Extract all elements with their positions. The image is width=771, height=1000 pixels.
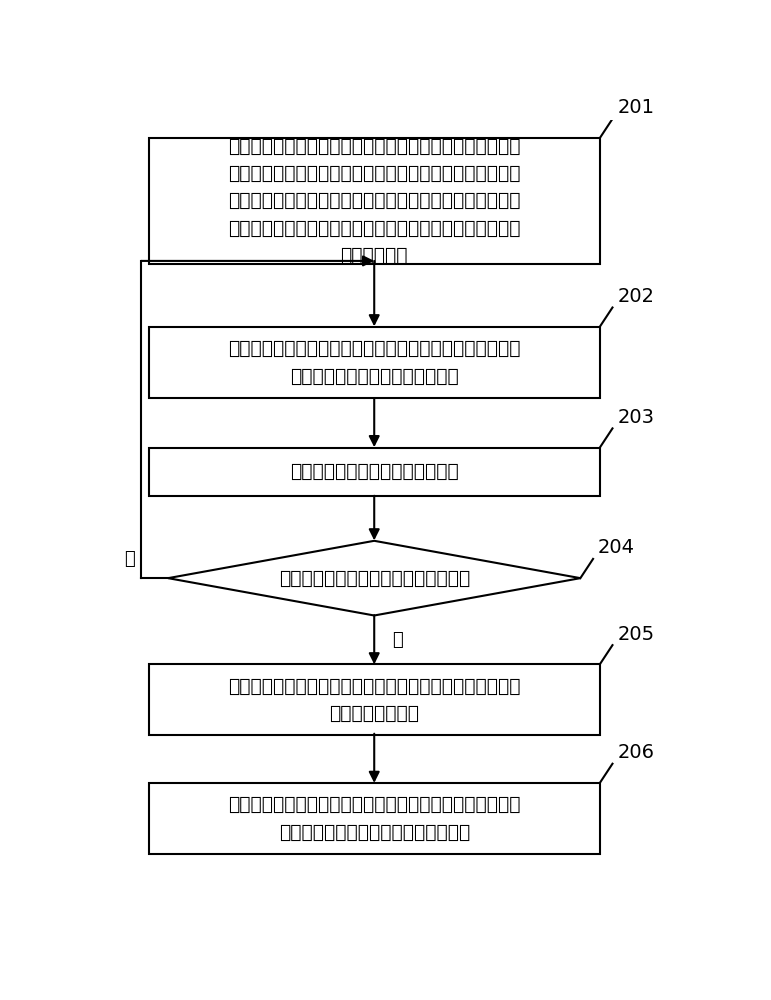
- Polygon shape: [168, 541, 581, 615]
- Text: 验证待验证的成语与目标成语是否相同: 验证待验证的成语与目标成语是否相同: [278, 569, 470, 588]
- Text: 206: 206: [618, 743, 655, 762]
- Text: 201: 201: [618, 98, 655, 117]
- Text: 205: 205: [618, 625, 655, 644]
- Text: 用户设备检测输入的待验证的成语: 用户设备检测输入的待验证的成语: [290, 462, 459, 481]
- Bar: [149, 783, 600, 854]
- Text: 203: 203: [618, 408, 655, 427]
- Text: 用户设备在教学应用播放教学视频的过程中，每隔一段时间
随机地输出该教学视频关联的目标成语中的一个汉字，直到
该教学视频播放至距离播放结束时间点还剩余指定预留时长: 用户设备在教学应用播放教学视频的过程中，每隔一段时间 随机地输出该教学视频关联的…: [228, 137, 520, 265]
- Text: 否: 否: [124, 550, 135, 568]
- Text: 202: 202: [618, 287, 655, 306]
- Bar: [149, 448, 600, 496]
- Text: 用户设备控制教学应用继续播放该教学视频，直至播放至播
放结束时间点为止: 用户设备控制教学应用继续播放该教学视频，直至播放至播 放结束时间点为止: [228, 677, 520, 723]
- Bar: [149, 664, 600, 735]
- Text: 204: 204: [598, 538, 635, 557]
- Text: 用户设备向教学应用的登录账号绑定的积分池推送相应的积
分累计值，以更新积分池中的积分总值: 用户设备向教学应用的登录账号绑定的积分池推送相应的积 分累计值，以更新积分池中的…: [228, 795, 520, 842]
- Text: 是: 是: [392, 631, 403, 649]
- Bar: [149, 327, 600, 398]
- Text: 用户设备输出提示信息，该提示信息用于提示用户根据之前
输出的各个汉字输入待验证的成语: 用户设备输出提示信息，该提示信息用于提示用户根据之前 输出的各个汉字输入待验证的…: [228, 339, 520, 386]
- Bar: [149, 138, 600, 264]
